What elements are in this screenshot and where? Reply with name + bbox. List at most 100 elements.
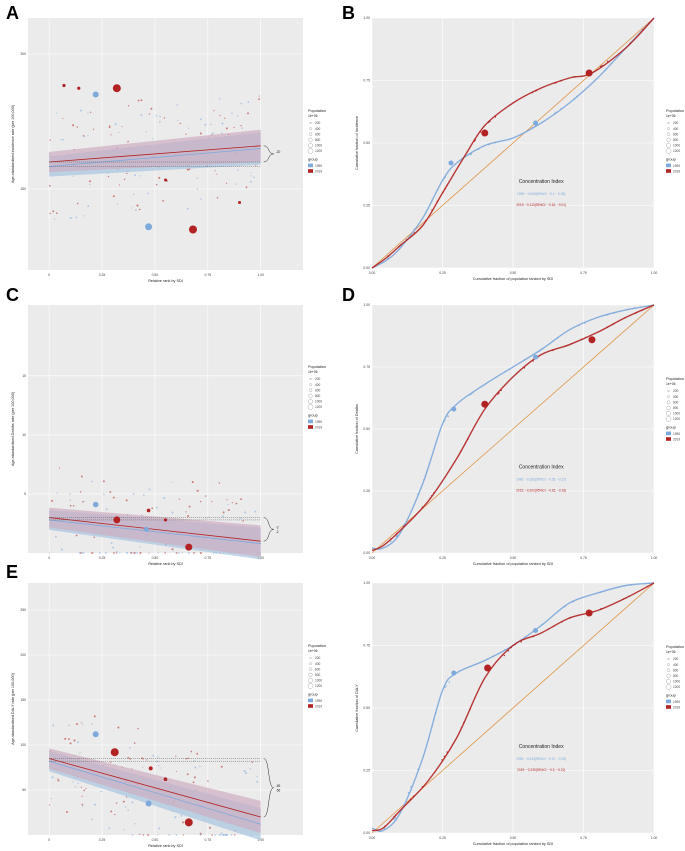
country-point <box>157 765 160 767</box>
x-tick-label: 1.00 <box>651 556 658 560</box>
country-point <box>52 724 55 727</box>
bubble-1990 <box>92 91 99 98</box>
country-marker-1990 <box>495 376 497 379</box>
country-marker-1990 <box>469 153 471 156</box>
country-marker-2019 <box>444 187 446 190</box>
country-point <box>242 520 244 522</box>
legend-population-title: Population <box>308 644 326 648</box>
bubble-1990 <box>92 501 99 508</box>
legend-group-title: group <box>666 694 676 698</box>
y-axis-title: Age-standardised DALY rate (per 100,000) <box>11 672 15 745</box>
country-marker-2019 <box>436 200 439 203</box>
legend-group-swatch <box>308 163 313 168</box>
country-point <box>89 111 92 113</box>
country-marker-1990 <box>640 306 642 308</box>
legend-size-label: 400 <box>315 662 321 666</box>
country-marker-2019 <box>601 607 603 610</box>
country-marker-1990 <box>435 712 437 714</box>
country-marker-2019 <box>628 595 630 597</box>
country-point <box>250 175 252 177</box>
fit-line-1990 <box>49 148 261 167</box>
country-point <box>139 175 142 177</box>
legend-size-circle <box>666 405 671 410</box>
country-marker-1990 <box>584 322 586 324</box>
country-marker-1990 <box>479 661 481 664</box>
country-marker-2019 <box>570 616 572 619</box>
country-marker-2019 <box>547 628 550 630</box>
country-marker-2019 <box>567 344 569 346</box>
concentration-index-1990: 1990: −0.006(95%CI: −0.1, −0.25) <box>517 192 565 196</box>
y-tick-label: 15 <box>22 374 26 378</box>
country-point <box>62 117 64 120</box>
bubble-2019 <box>163 518 168 522</box>
country-point <box>156 760 158 763</box>
country-marker-1990 <box>447 415 449 417</box>
country-point <box>73 739 76 742</box>
country-marker-1990 <box>531 126 534 129</box>
country-marker-1990 <box>564 605 566 608</box>
country-marker-1990 <box>470 153 472 155</box>
legend-size-circle <box>309 662 312 665</box>
fit-line-1990 <box>49 519 261 544</box>
country-point <box>127 140 129 143</box>
country-point <box>112 552 115 554</box>
country-point <box>56 492 58 494</box>
country-point <box>55 212 58 215</box>
country-point <box>159 767 161 769</box>
legend-group-title: group <box>308 414 318 418</box>
legend-population-subtitle: 1e+06 <box>666 650 676 654</box>
country-point <box>87 134 89 137</box>
country-point <box>140 113 143 117</box>
country-point <box>48 552 51 554</box>
country-point <box>171 511 174 514</box>
country-point <box>159 120 161 123</box>
country-point <box>222 834 225 836</box>
legend-group-swatch <box>666 437 671 441</box>
country-point <box>157 552 159 554</box>
confidence-ribbon <box>49 129 261 173</box>
legend-size-label: 1200 <box>315 405 322 409</box>
country-marker-2019 <box>572 76 575 78</box>
country-point <box>172 481 174 483</box>
country-point <box>200 198 202 200</box>
bubble-2019 <box>110 748 119 757</box>
country-marker-2019 <box>421 786 424 788</box>
country-marker-2019 <box>421 506 424 508</box>
country-point <box>199 765 201 768</box>
bubble-2019 <box>238 201 242 204</box>
fit-line-1990 <box>49 760 261 825</box>
legend-size-circle <box>666 400 671 404</box>
legend-size-circle <box>308 142 313 148</box>
concentration-index-title: Concentration Index <box>519 465 564 471</box>
legend-group-swatch <box>666 163 671 168</box>
country-point <box>214 170 216 172</box>
y-axis-title: Cumulative fraction of Deaths <box>355 404 359 454</box>
country-point <box>177 119 179 122</box>
country-marker-1990 <box>504 371 506 373</box>
country-point <box>134 209 137 212</box>
legend-size-label: 600 <box>315 667 321 671</box>
country-point <box>128 746 131 749</box>
country-marker-2019 <box>555 81 557 84</box>
country-point <box>87 205 90 208</box>
legend-group-label: 1990 <box>315 420 322 424</box>
country-marker-2019 <box>384 825 386 828</box>
country-point <box>93 536 96 539</box>
highlight-point-2019 <box>585 609 593 617</box>
country-point <box>110 134 112 136</box>
legend-size-circle <box>667 395 670 398</box>
country-point <box>62 139 65 141</box>
country-marker-1990 <box>524 635 527 638</box>
highlight-point-2019 <box>484 664 492 672</box>
country-marker-1990 <box>444 176 447 178</box>
x-tick-label: 0.25 <box>439 836 446 840</box>
bubble-1990 <box>145 223 153 231</box>
country-point <box>255 164 257 166</box>
country-point <box>126 551 129 555</box>
country-marker-1990 <box>431 724 434 726</box>
country-point <box>218 97 221 100</box>
legend-population-title: Population <box>666 645 684 649</box>
legend-size-circle <box>667 663 670 666</box>
country-point <box>254 510 257 513</box>
